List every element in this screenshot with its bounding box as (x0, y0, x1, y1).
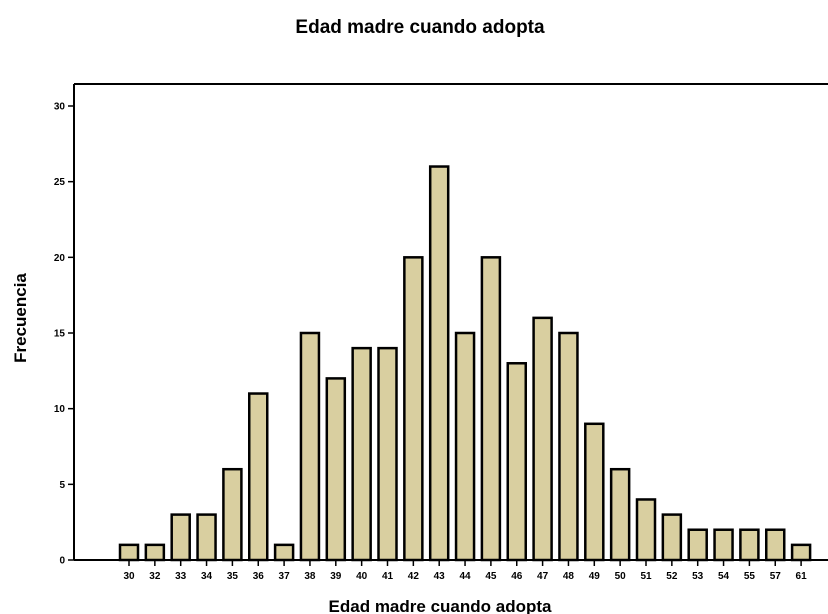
x-tick-label-42: 42 (408, 571, 420, 582)
x-tick-label-33: 33 (175, 571, 187, 582)
x-tick-label-48: 48 (563, 571, 575, 582)
axes-group (73, 83, 828, 561)
bar-44 (454, 331, 476, 562)
x-tick-label-55: 55 (744, 571, 756, 582)
x-tick-label-38: 38 (304, 571, 316, 582)
x-tick-label-46: 46 (511, 571, 523, 582)
bar-41 (377, 346, 398, 562)
x-tick-label-51: 51 (640, 571, 652, 582)
bar-50 (609, 467, 631, 562)
x-tick-label-40: 40 (356, 571, 368, 582)
ticks-group: 0 5 10 15 20 25 30 30 32 33 34 35 36 37 38 39 40 41 42 43 44… (54, 102, 807, 583)
x-axis-label: Edad madre cuando adopta (329, 597, 552, 614)
x-tick-label-45: 45 (485, 571, 497, 582)
bar-61 (790, 543, 812, 562)
chart-title: Edad madre cuando adopta (295, 17, 545, 38)
bar-52 (661, 513, 683, 562)
x-tick-label-54: 54 (718, 571, 730, 582)
x-tick-label-57: 57 (770, 571, 782, 582)
bar-38 (299, 331, 321, 562)
y-tick-label-15: 15 (54, 329, 66, 340)
bar-33 (170, 513, 191, 562)
y-tick-label-30: 30 (54, 102, 66, 113)
x-tick-label-35: 35 (227, 571, 239, 582)
y-tick-label-10: 10 (54, 404, 66, 415)
bar-42 (403, 256, 424, 562)
bar-51 (635, 498, 657, 562)
bar-54 (713, 528, 734, 562)
x-tick-label-47: 47 (537, 571, 549, 582)
bar-45 (480, 256, 502, 562)
bar-47 (532, 316, 553, 562)
bar-39 (325, 377, 347, 562)
x-tick-label-52: 52 (666, 571, 678, 582)
x-tick-label-37: 37 (279, 571, 291, 582)
bar-36 (248, 392, 269, 562)
bar-57 (765, 528, 786, 562)
y-tick-label-20: 20 (54, 253, 66, 264)
y-tick-label-5: 5 (59, 480, 65, 491)
bar-40 (351, 346, 372, 562)
x-tick-label-50: 50 (615, 571, 627, 582)
y-tick-label-25: 25 (54, 177, 66, 188)
x-tick-label-39: 39 (330, 571, 342, 582)
x-tick-label-44: 44 (459, 571, 471, 582)
bar-48 (558, 331, 579, 562)
bar-49 (584, 422, 605, 562)
x-tick-label-36: 36 (253, 571, 265, 582)
bar-55 (739, 528, 760, 562)
x-tick-label-61: 61 (796, 571, 808, 582)
x-tick-label-34: 34 (201, 571, 213, 582)
bar-30 (118, 543, 140, 562)
bar-37 (273, 543, 295, 562)
x-tick-label-53: 53 (692, 571, 704, 582)
bar-35 (222, 467, 243, 562)
x-tick-label-32: 32 (149, 571, 161, 582)
bar-53 (687, 528, 708, 562)
bar-34 (196, 513, 217, 562)
bar-32 (144, 543, 166, 562)
x-tick-label-41: 41 (382, 571, 394, 582)
y-axis-label: Frecuencia (11, 273, 30, 363)
bar-43 (428, 165, 450, 562)
x-tick-label-43: 43 (434, 571, 446, 582)
x-tick-label-30: 30 (123, 571, 135, 582)
bars-group (118, 165, 812, 562)
y-tick-label-0: 0 (59, 556, 65, 567)
x-tick-label-49: 49 (589, 571, 601, 582)
bar-46 (506, 362, 527, 562)
